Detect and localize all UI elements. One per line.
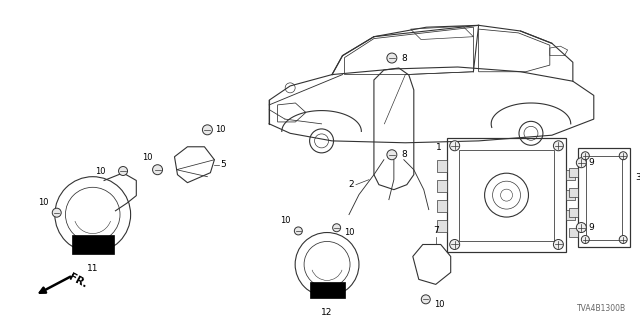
Circle shape: [620, 236, 627, 244]
Text: 8: 8: [402, 150, 408, 159]
Bar: [570, 188, 579, 196]
Circle shape: [620, 152, 627, 160]
Bar: [447, 138, 566, 252]
Text: 3: 3: [635, 173, 640, 182]
Circle shape: [581, 152, 589, 160]
Text: 11: 11: [87, 264, 99, 273]
Bar: [436, 220, 447, 232]
Circle shape: [554, 141, 563, 151]
Text: TVA4B1300B: TVA4B1300B: [577, 304, 626, 313]
Bar: [436, 200, 447, 212]
Circle shape: [152, 165, 163, 175]
Text: 10: 10: [95, 166, 105, 175]
Text: 5: 5: [220, 160, 226, 169]
Bar: [579, 148, 630, 247]
Bar: [459, 150, 554, 241]
Bar: [436, 180, 447, 192]
Circle shape: [577, 222, 586, 233]
Polygon shape: [72, 236, 113, 254]
Text: FR.: FR.: [67, 272, 88, 290]
Circle shape: [554, 239, 563, 250]
Text: 9: 9: [588, 223, 594, 232]
Circle shape: [52, 208, 61, 217]
Bar: [566, 210, 575, 220]
Bar: [570, 168, 579, 177]
Circle shape: [294, 227, 302, 235]
Circle shape: [421, 295, 430, 304]
Text: 10: 10: [142, 153, 152, 162]
Text: 10: 10: [280, 216, 291, 226]
Circle shape: [387, 53, 397, 63]
Bar: [586, 156, 622, 239]
Bar: [570, 228, 579, 236]
Bar: [436, 160, 447, 172]
Circle shape: [202, 125, 212, 135]
Circle shape: [333, 224, 340, 232]
Text: 9: 9: [588, 158, 594, 167]
Bar: [566, 170, 575, 180]
Circle shape: [450, 141, 460, 151]
Text: 10: 10: [38, 198, 49, 207]
Text: 10: 10: [216, 125, 226, 134]
Bar: [566, 190, 575, 200]
Text: 2: 2: [348, 180, 354, 189]
Polygon shape: [310, 282, 344, 298]
Circle shape: [118, 166, 127, 175]
Circle shape: [450, 239, 460, 250]
Bar: [570, 208, 579, 217]
Text: 10: 10: [434, 300, 444, 309]
Text: 7: 7: [433, 226, 438, 235]
Text: 8: 8: [402, 53, 408, 62]
Circle shape: [581, 236, 589, 244]
Text: 1: 1: [436, 143, 442, 152]
Text: 12: 12: [321, 308, 333, 317]
Text: 10: 10: [344, 228, 354, 237]
Circle shape: [577, 158, 586, 168]
Circle shape: [387, 150, 397, 160]
